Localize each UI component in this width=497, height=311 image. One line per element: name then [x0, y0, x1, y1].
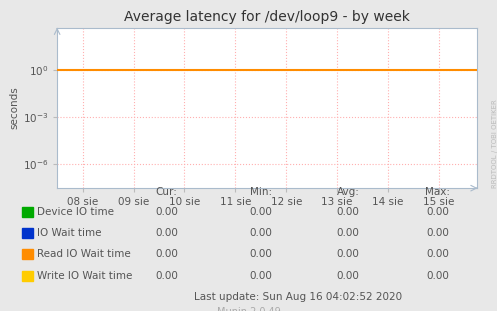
Text: 0.00: 0.00	[155, 228, 178, 238]
Text: 0.00: 0.00	[249, 207, 272, 217]
Y-axis label: seconds: seconds	[10, 87, 20, 129]
Text: 0.00: 0.00	[336, 228, 359, 238]
Text: 0.00: 0.00	[249, 249, 272, 259]
Text: Read IO Wait time: Read IO Wait time	[37, 249, 131, 259]
Text: IO Wait time: IO Wait time	[37, 228, 102, 238]
Text: 0.00: 0.00	[426, 271, 449, 281]
Text: 0.00: 0.00	[336, 271, 359, 281]
Text: RRDTOOL / TOBI OETIKER: RRDTOOL / TOBI OETIKER	[492, 100, 497, 188]
Text: 0.00: 0.00	[155, 207, 178, 217]
Text: 0.00: 0.00	[426, 249, 449, 259]
Text: 0.00: 0.00	[426, 228, 449, 238]
Text: 0.00: 0.00	[426, 207, 449, 217]
Text: Avg:: Avg:	[336, 188, 359, 197]
Text: 0.00: 0.00	[155, 249, 178, 259]
Title: Average latency for /dev/loop9 - by week: Average latency for /dev/loop9 - by week	[124, 10, 410, 24]
Text: 0.00: 0.00	[155, 271, 178, 281]
Text: Last update: Sun Aug 16 04:02:52 2020: Last update: Sun Aug 16 04:02:52 2020	[194, 292, 402, 302]
Text: Write IO Wait time: Write IO Wait time	[37, 271, 133, 281]
Text: Device IO time: Device IO time	[37, 207, 114, 217]
Text: Max:: Max:	[425, 188, 450, 197]
Text: 0.00: 0.00	[336, 207, 359, 217]
Text: Cur:: Cur:	[156, 188, 177, 197]
Text: 0.00: 0.00	[249, 228, 272, 238]
Text: Min:: Min:	[250, 188, 272, 197]
Text: 0.00: 0.00	[336, 249, 359, 259]
Text: Munin 2.0.49: Munin 2.0.49	[217, 307, 280, 311]
Text: 0.00: 0.00	[249, 271, 272, 281]
